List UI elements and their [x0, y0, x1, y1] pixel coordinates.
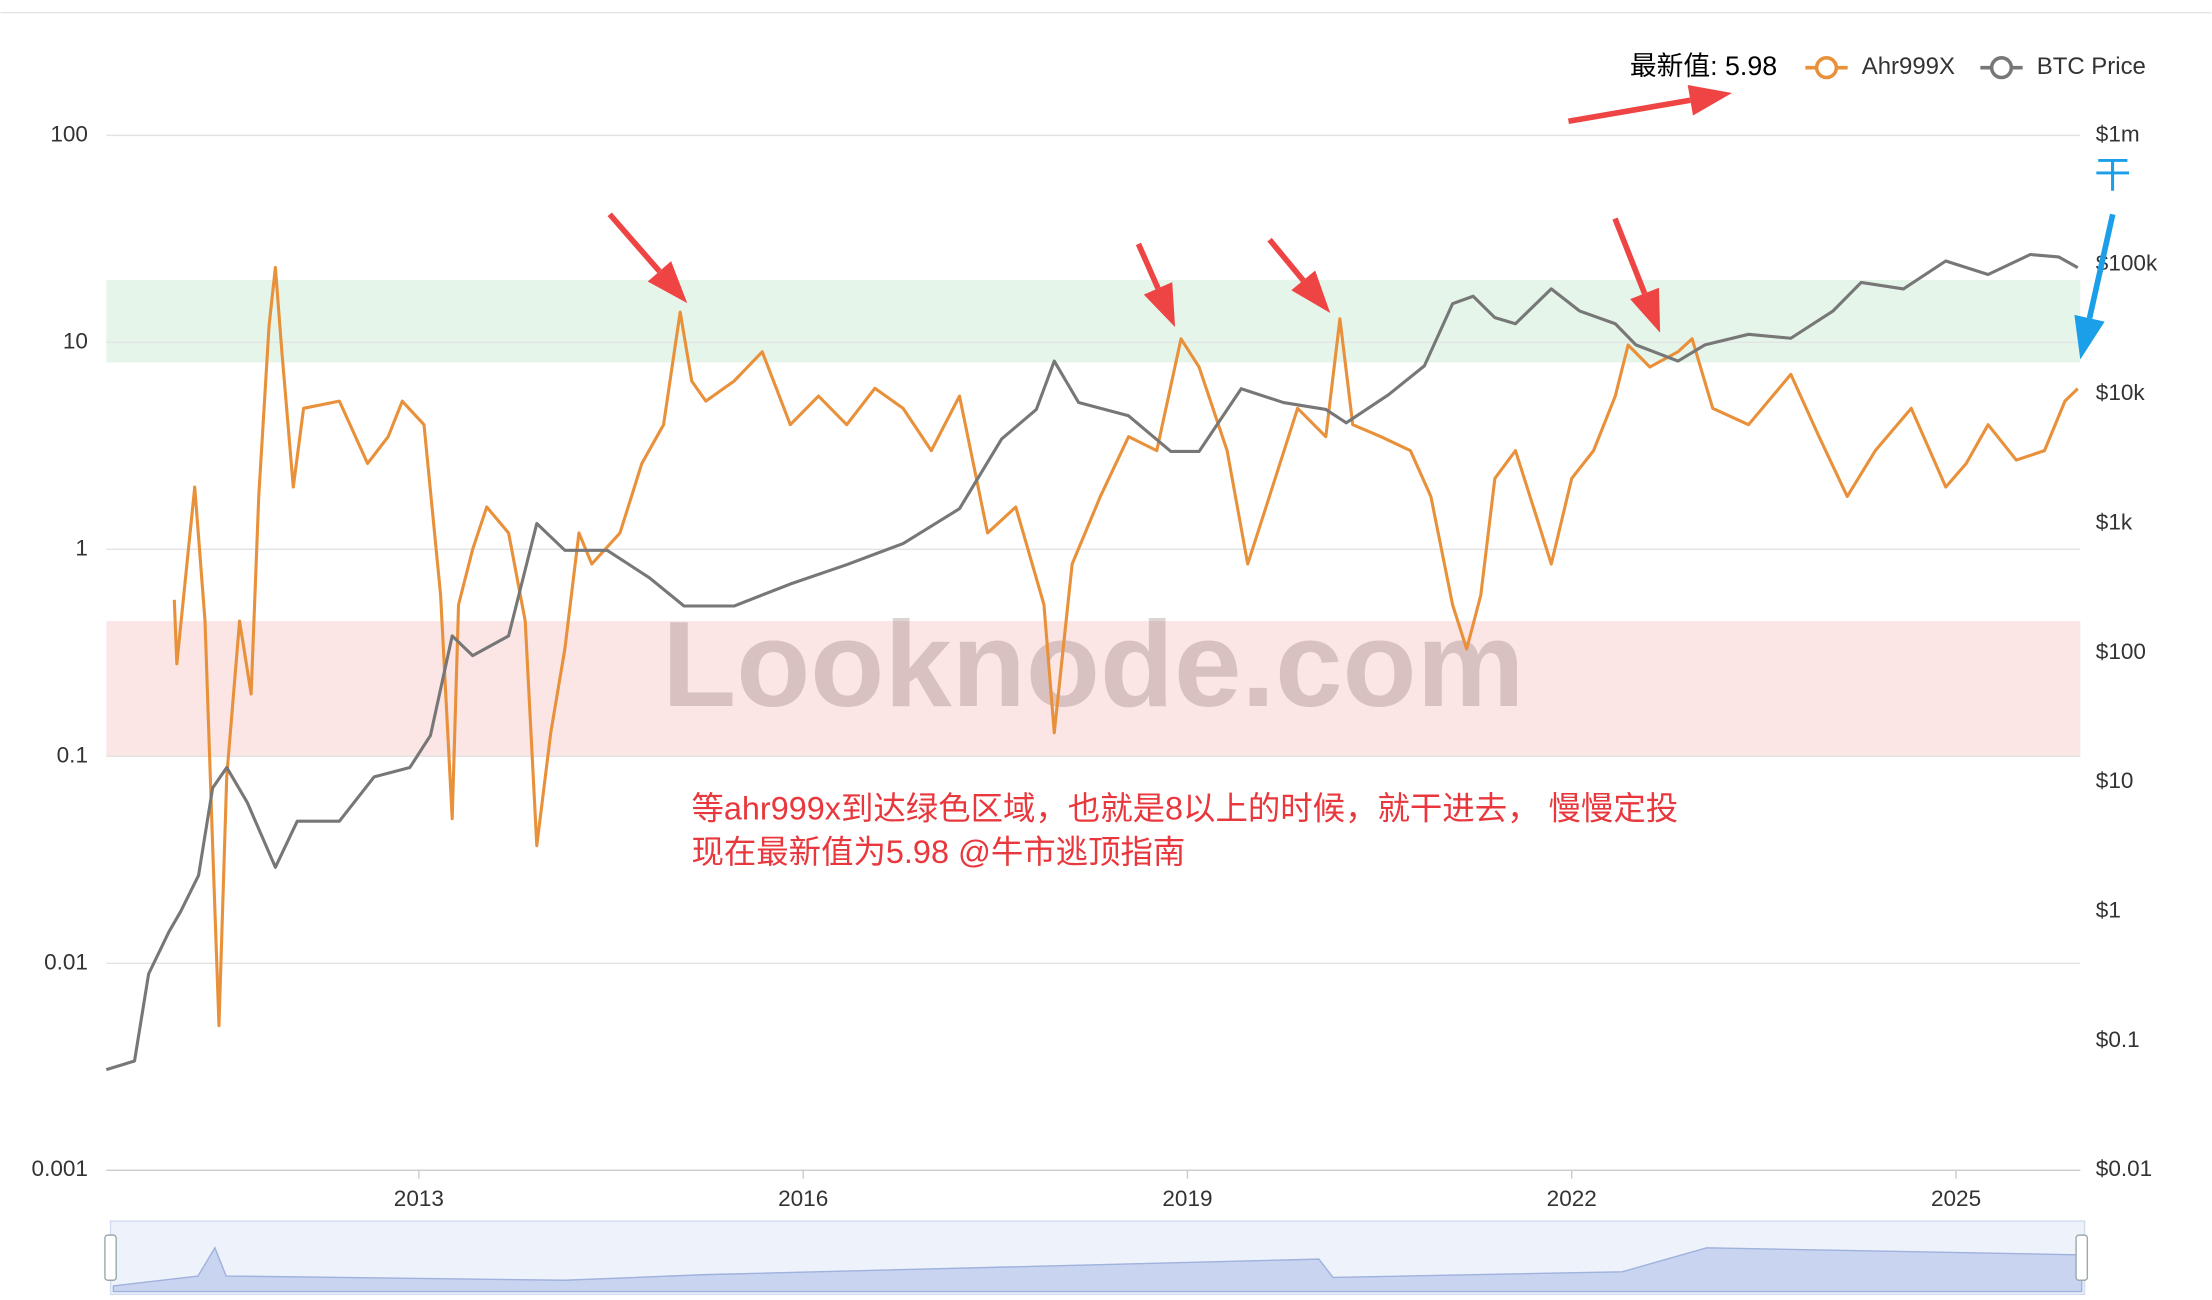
- y2-tick-label: $1k: [2096, 509, 2133, 534]
- legend-label: BTC Price: [2037, 53, 2146, 80]
- zoom-handle[interactable]: [2075, 1234, 2089, 1281]
- y2-tick-label: $10: [2096, 768, 2134, 793]
- legend-symbol: [1814, 56, 1839, 80]
- bands: [106, 280, 2081, 757]
- annotation: 等ahr999x到达绿色区域，也就是8以上的时候，就干进去， 慢慢定投: [691, 790, 1678, 826]
- y2-tick-label: $1m: [2096, 121, 2140, 146]
- y-tick-label: 100: [50, 121, 88, 146]
- x-tick-label: 2013: [394, 1186, 444, 1211]
- arrow-head: [1143, 282, 1176, 328]
- series-line: [172, 265, 2079, 1028]
- x-tick-label: 2016: [778, 1186, 828, 1211]
- legend-label: Ahr999X: [1862, 53, 1955, 80]
- annotation: 现在最新值为5.98 @牛市逃顶指南: [691, 834, 1185, 870]
- arrow-shaft: [1612, 217, 1648, 295]
- legend-note: 最新值: 5.98: [1630, 51, 1777, 81]
- y2-tick-label: $0.1: [2096, 1027, 2140, 1052]
- y2-tick-label: $10k: [2096, 380, 2146, 405]
- x-tick-label: 2025: [1931, 1186, 1981, 1211]
- zoom-handle[interactable]: [104, 1234, 117, 1281]
- watermark: Looknode.com: [662, 596, 1524, 732]
- arrow-shaft: [2086, 213, 2116, 319]
- band: [106, 280, 2081, 363]
- lines: [105, 252, 2079, 1072]
- arrow-head: [2074, 314, 2105, 360]
- arrow-shaft: [1567, 97, 1691, 125]
- y2-tick-label: $0.01: [2096, 1156, 2152, 1181]
- y-tick-label: 10: [63, 328, 88, 353]
- x-tick-label: 2022: [1547, 1186, 1597, 1211]
- arrow-head: [647, 261, 688, 304]
- legend-symbol: [1989, 56, 2014, 80]
- y-tick-label: 1: [75, 535, 88, 560]
- x-tick-label: 2019: [1162, 1186, 1212, 1211]
- legend: Ahr999X BTC Price: [1805, 53, 2146, 80]
- arrow-shaft: [607, 212, 662, 274]
- y-tick-label: 0.1: [57, 742, 88, 767]
- annotation: 干: [2094, 154, 2131, 195]
- data-zoom[interactable]: [104, 1220, 2089, 1296]
- y-tick-label: 0.001: [32, 1156, 88, 1181]
- arrows: [607, 84, 2116, 360]
- arrow-head: [1687, 84, 1733, 116]
- arrow-shaft: [1267, 237, 1306, 283]
- y-tick-label: 0.01: [44, 949, 88, 974]
- y2-tick-label: $1: [2096, 898, 2121, 923]
- arrow-shaft: [1135, 242, 1161, 290]
- band: [106, 621, 2081, 757]
- arrow-head: [1630, 287, 1661, 333]
- y2-tick-label: $100: [2096, 639, 2146, 664]
- zoom-preview: [112, 1246, 2083, 1293]
- grid: 0.001 0.01 0.1 1 10 100 $0.01 $0.1 $1 $10 $100 $1k $…: [32, 121, 2158, 1211]
- series-line: [105, 252, 2079, 1072]
- arrow-head: [1291, 270, 1331, 314]
